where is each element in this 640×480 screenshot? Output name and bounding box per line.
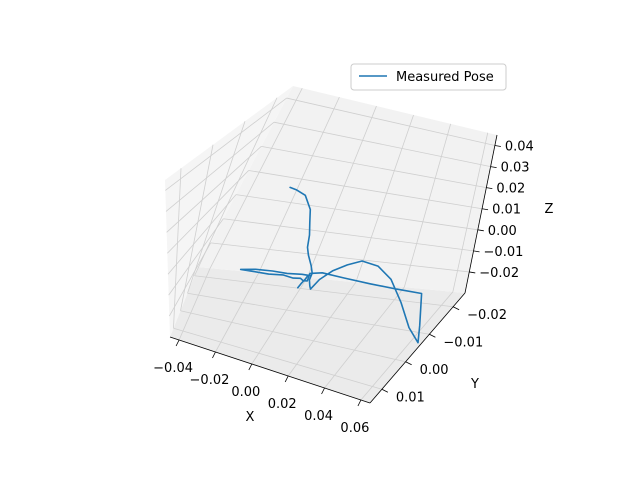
grid-back-x-2 [306,105,377,278]
x-tick-label-1: −0.02 [190,373,230,388]
y-tick-2 [405,361,412,366]
z-tick-3 [482,208,489,211]
x-tick-2 [248,363,253,371]
x-axis-line [169,336,371,404]
grid-side-y-2 [180,144,214,311]
legend-frame [350,63,507,91]
grid-side-y-1 [187,121,246,294]
x-tick-label-2: 0.00 [231,385,260,400]
grid-side-z-1 [168,218,224,296]
grid-floor-x-2 [251,277,308,365]
x-tick-label-3: 0.02 [268,397,297,412]
data-series [239,186,423,344]
z-tick-5 [490,166,497,168]
grid-floor-x-3 [287,282,357,377]
grid-back-x-5 [452,132,489,292]
grid-back-z-5 [273,121,491,167]
x-tick-5 [357,399,362,407]
series-line-0 [239,186,423,344]
z-axis-line [464,134,498,294]
x-tick-3 [284,375,289,383]
x-tick-1 [212,351,216,359]
z-tick-label-0: −0.02 [479,266,519,281]
z-tick-1 [473,250,480,253]
z-tick-0 [469,271,476,274]
grid-floor-x-4 [324,286,405,389]
y-tick-label-1: −0.01 [443,335,483,350]
z-tick-label-5: 0.03 [501,161,530,176]
z-tick-label-6: 0.04 [505,140,534,155]
tick-labels: −0.04−0.020.000.020.040.06−0.02−0.010.00… [153,140,534,436]
grid-back-x-3 [355,114,414,283]
grid-floor-x-0 [178,268,211,341]
z-tick-2 [477,229,484,232]
y-axis-title: Y [470,377,479,392]
grid-side-z-4 [166,146,262,233]
grid-side-z-2 [167,194,237,275]
z-tick-4 [486,187,493,190]
axis-lines [169,134,498,404]
y-tick-0 [452,306,460,311]
z-tick-label-4: 0.02 [496,182,525,197]
grid-floor-x-1 [215,272,260,353]
z-axis-title: Z [545,202,554,217]
grid-back-z-2 [235,194,478,231]
z-tick-label-3: 0.01 [492,203,521,218]
grid-floor-y-0 [194,275,454,308]
grid-floor-y-2 [180,310,406,363]
grid-side-z-6 [165,97,287,191]
grid-side-y-3 [173,168,182,329]
y-tick-1 [429,333,436,338]
legend-label: Measured Pose [396,70,494,85]
back-pane [198,86,497,293]
z-tick-6 [494,145,501,147]
x-tick-label-5: 0.06 [340,421,369,436]
y-tick-label-2: 0.00 [420,363,449,378]
x-tick-label-4: 0.04 [304,409,333,424]
x-tick-label-0: −0.04 [153,361,193,376]
grid-back-x-4 [403,123,452,288]
y-axis-line [369,292,466,404]
grid-back-x-0 [209,88,303,269]
x-tick-4 [321,387,325,395]
legend: Measured Pose [350,63,507,91]
grid-back-x-1 [258,96,340,274]
grid-back-z-3 [248,170,483,210]
tick-marks [175,145,501,407]
grid-back-z-1 [223,218,474,252]
grid-side-z-5 [165,121,275,212]
grid-side-y-0 [194,97,278,276]
z-tick-label-1: −0.01 [484,245,524,260]
grid-floor-x-5 [360,291,454,401]
y-tick-3 [381,388,389,393]
y-tick-label-3: 0.01 [396,390,425,405]
x-axis-title: X [246,410,255,425]
grid-floor-y-3 [173,327,382,390]
y-tick-label-0: −0.02 [467,308,507,323]
x-tick-0 [175,339,180,347]
grid-back-z-0 [210,242,470,273]
grid-side-z-0 [168,242,212,317]
grid-side-z-3 [167,170,249,254]
grid-back-z-4 [261,145,487,189]
side-pane [165,86,293,337]
z-tick-label-2: 0.00 [488,224,517,239]
grid-floor-y-1 [187,292,430,335]
grid-lines [165,88,495,401]
grid-back-z-6 [286,97,495,146]
